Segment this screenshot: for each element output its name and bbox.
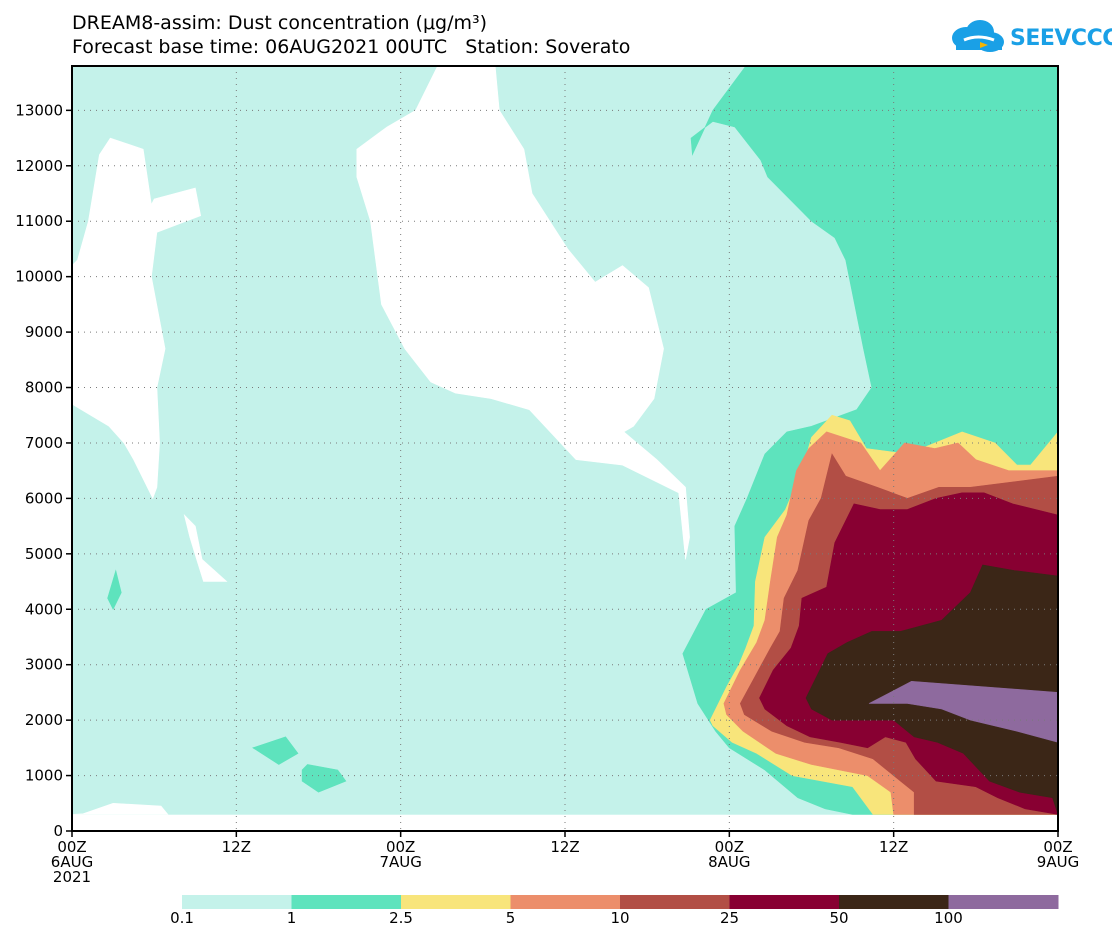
colorbar-swatch-10 — [620, 895, 730, 909]
colorbar-label: 10 — [610, 909, 629, 927]
y-tick-label: 7000 — [25, 434, 63, 452]
colorbar-swatch-1 — [291, 895, 402, 909]
y-tick-label: 11000 — [15, 212, 63, 230]
x-tick-label: 6AUG — [51, 853, 93, 871]
logo-text: SEEVCCC — [1010, 26, 1112, 51]
colorbar-label: 100 — [934, 909, 963, 927]
y-tick-label: 9000 — [25, 323, 63, 341]
x-tick-label: 12Z — [222, 838, 251, 856]
y-tick-label: 2000 — [25, 711, 63, 729]
no-dust-region-0 — [72, 802, 169, 815]
contour-region-level-100-0 — [868, 680, 1058, 743]
contour-region-level-1-1 — [252, 736, 299, 765]
colorbar-swatch-50 — [839, 895, 949, 909]
contour-regions — [72, 66, 1058, 815]
cloud-icon — [952, 20, 1004, 52]
y-tick-label: 12000 — [15, 157, 63, 175]
y-tick-label: 0 — [53, 822, 63, 840]
colorbar-swatch-100 — [948, 895, 1059, 909]
x-tick-label: 00Z — [386, 838, 415, 856]
x-tick-label: 7AUG — [379, 853, 421, 871]
colorbar-label: 0.1 — [170, 909, 194, 927]
colorbar-swatch-5 — [510, 895, 621, 909]
colorbar-label: 50 — [829, 909, 848, 927]
colorbar-label: 1 — [287, 909, 297, 927]
y-tick-label: 13000 — [15, 101, 63, 119]
no-dust-region-3 — [356, 66, 690, 560]
colorbar: 0.1 1 2.5 5 10 25 50 100 — [170, 895, 1059, 927]
colorbar-label: 5 — [506, 909, 516, 927]
chart-title: DREAM8-assim: Dust concentration (μg/m³) — [72, 12, 488, 34]
y-tick-label: 4000 — [25, 600, 63, 618]
x-tick-label: 00Z — [57, 838, 86, 856]
x-tick-label: 12Z — [879, 838, 908, 856]
y-tick-label: 3000 — [25, 656, 63, 674]
colorbar-swatch-0.1 — [182, 895, 292, 909]
y-tick-label: 6000 — [25, 489, 63, 507]
y-tick-label: 10000 — [15, 268, 63, 286]
colorbar-label: 25 — [720, 909, 739, 927]
x-tick-label: 00Z — [715, 838, 744, 856]
colorbar-label: 2.5 — [389, 909, 413, 927]
y-tick-label: 8000 — [25, 379, 63, 397]
contour-region-level-1-2 — [301, 764, 347, 793]
contour-region-level-1-0 — [107, 569, 122, 610]
chart-subtitle: Forecast base time: 06AUG2021 00UTC Stat… — [72, 36, 631, 58]
no-dust-region-2 — [183, 514, 228, 582]
no-dust-region-1 — [72, 137, 202, 500]
seevccc-logo — [944, 16, 1104, 60]
y-tick-label: 5000 — [25, 545, 63, 563]
x-tick-label: 12Z — [550, 838, 579, 856]
grid-lines — [72, 66, 1058, 831]
colorbar-swatch-2.5 — [401, 895, 511, 909]
y-axis: 0 1000 2000 3000 4000 5000 6000 7000 8000 9000 100… — [15, 101, 72, 840]
y-tick-label: 1000 — [25, 767, 63, 785]
x-tick-label: 00Z — [1043, 838, 1072, 856]
x-tick-label: 2021 — [53, 868, 91, 886]
x-tick-label: 8AUG — [708, 853, 750, 871]
x-tick-label: 9AUG — [1037, 853, 1079, 871]
colorbar-swatch-25 — [729, 895, 840, 909]
